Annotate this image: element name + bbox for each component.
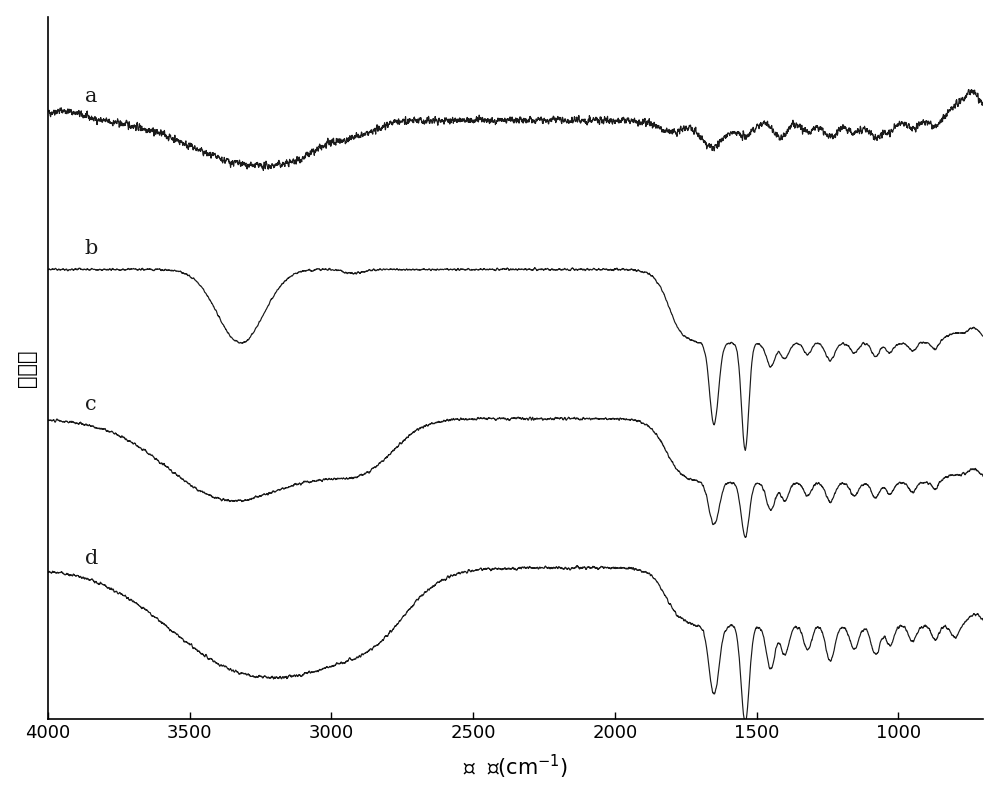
Text: d: d <box>85 549 98 567</box>
Text: c: c <box>85 395 96 413</box>
Text: b: b <box>85 239 98 258</box>
Y-axis label: 透射率: 透射率 <box>17 350 37 387</box>
Text: a: a <box>85 87 97 106</box>
X-axis label: 波  数(cm$^{-1}$): 波 数(cm$^{-1}$) <box>463 753 568 781</box>
